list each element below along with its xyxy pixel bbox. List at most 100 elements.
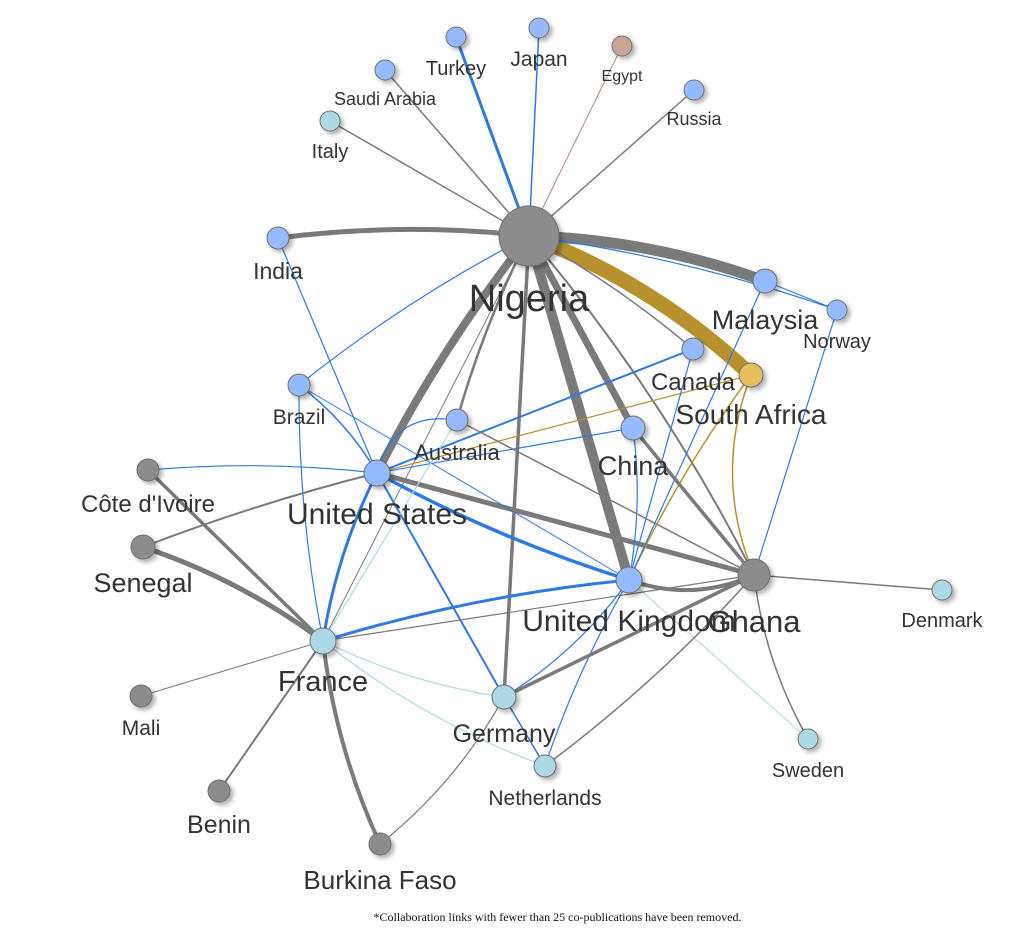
footnote: *Collaboration links with fewer than 25 … [373, 910, 742, 924]
label-benin: Benin [187, 811, 251, 839]
label-netherlands: Netherlands [488, 787, 601, 810]
label-south_africa: South Africa [676, 399, 827, 430]
edge-nigeria-norway [528, 235, 838, 311]
label-denmark: Denmark [901, 610, 983, 632]
node-sweden[interactable] [797, 728, 819, 750]
edge-france-cote_divoire [146, 468, 325, 643]
label-united_kingdom: United Kingdom [522, 605, 735, 638]
nodes-layer [129, 17, 953, 856]
node-brazil[interactable] [287, 373, 311, 397]
edge-nigeria-france [322, 235, 530, 642]
edge-united_states-senegal [142, 472, 378, 548]
label-sweden: Sweden [772, 760, 844, 782]
label-cote_divoire: Côte d'Ivoire [81, 491, 215, 518]
label-burkina_faso: Burkina Faso [303, 865, 456, 895]
label-india: India [253, 258, 303, 284]
edge-united_states-united_kingdom [375, 471, 631, 582]
label-brazil: Brazil [273, 406, 326, 429]
edge-united_states-south_africa [376, 374, 752, 474]
edge-france-mali [140, 640, 324, 697]
node-germany[interactable] [491, 684, 517, 710]
edge-france-burkina_faso [321, 639, 382, 846]
edge-ghana-netherlands [544, 574, 755, 767]
edge-nigeria-united_kingdom [524, 231, 634, 585]
node-turkey[interactable] [445, 26, 467, 48]
edge-ghana-denmark [753, 574, 943, 591]
edge-united_states-ghana [374, 470, 757, 578]
node-south_africa[interactable] [738, 362, 764, 388]
label-china: China [598, 451, 670, 481]
edge-nigeria-brazil [298, 235, 530, 386]
edge-united_kingdom-sweden [628, 579, 809, 740]
node-nigeria[interactable] [498, 205, 560, 267]
label-united_states: United States [287, 498, 467, 531]
edge-ghana-china [631, 426, 756, 577]
label-france: France [278, 666, 368, 698]
node-united_kingdom[interactable] [615, 566, 643, 594]
node-burkina_faso[interactable] [368, 832, 392, 856]
node-italy[interactable] [319, 110, 341, 132]
node-ghana[interactable] [737, 558, 771, 592]
edge-france-australia [322, 419, 458, 642]
label-italy: Italy [312, 141, 349, 163]
node-france[interactable] [309, 627, 337, 655]
edge-united_kingdom-france [321, 578, 631, 643]
edge-nigeria-ghana [528, 235, 755, 576]
label-norway: Norway [803, 331, 871, 353]
node-united_states[interactable] [363, 459, 391, 487]
edge-united_kingdom-malaysia [628, 280, 766, 581]
node-saudi_arabia[interactable] [374, 59, 396, 81]
node-australia[interactable] [445, 408, 469, 432]
label-mali: Mali [122, 717, 161, 740]
edge-united_kingdom-china [628, 427, 638, 581]
edge-united_states-germany [376, 472, 505, 698]
node-egypt[interactable] [611, 35, 633, 57]
node-senegal[interactable] [130, 534, 156, 560]
edge-france-germany [322, 640, 505, 698]
edge-united_states-cote_divoire [147, 465, 378, 474]
edge-ghana-sweden [753, 574, 809, 740]
label-turkey: Turkey [426, 58, 486, 80]
node-india[interactable] [266, 226, 290, 250]
edge-nigeria-germany [502, 234, 531, 699]
edge-ghana-france [322, 574, 755, 642]
edge-ghana-norway [753, 309, 838, 576]
label-nigeria: Nigeria [469, 278, 590, 320]
label-germany: Germany [453, 720, 556, 748]
label-russia: Russia [666, 109, 722, 129]
edge-germany-burkina_faso [379, 696, 505, 845]
edge-nigeria-south_africa [521, 228, 759, 383]
label-canada: Canada [651, 369, 736, 396]
labels-layer: Nigeria Ghana South Africa United Kingdom Un… [81, 48, 984, 895]
edge-united_states-india [277, 237, 378, 474]
label-saudi_arabia: Saudi Arabia [334, 89, 437, 109]
node-netherlands[interactable] [533, 754, 557, 778]
label-ghana: Ghana [707, 604, 801, 639]
node-japan[interactable] [528, 17, 550, 39]
label-senegal: Senegal [93, 568, 192, 598]
edge-nigeria-united_states [373, 232, 533, 477]
edge-united_kingdom-south_africa [628, 374, 752, 581]
node-norway[interactable] [826, 299, 848, 321]
edge-france-brazil [298, 384, 324, 642]
edge-france-netherlands [322, 640, 546, 767]
edge-nigeria-italy [329, 120, 530, 237]
edge-france-benin [218, 640, 324, 792]
node-china[interactable] [620, 415, 646, 441]
label-australia: Australia [414, 440, 500, 465]
label-malaysia: Malaysia [712, 305, 820, 335]
node-cote_divoire[interactable] [136, 458, 160, 482]
node-russia[interactable] [683, 79, 705, 101]
edge-ghana-south_africa [731, 374, 755, 576]
label-japan: Japan [510, 48, 567, 71]
edge-france-senegal [140, 544, 326, 644]
node-mali[interactable] [129, 684, 153, 708]
node-canada[interactable] [681, 337, 705, 361]
node-denmark[interactable] [931, 579, 953, 601]
edge-nigeria-india [275, 226, 532, 241]
edge-ghana-germany [502, 573, 756, 699]
node-benin[interactable] [207, 779, 231, 803]
label-egypt: Egypt [602, 68, 643, 85]
node-malaysia[interactable] [752, 268, 778, 294]
